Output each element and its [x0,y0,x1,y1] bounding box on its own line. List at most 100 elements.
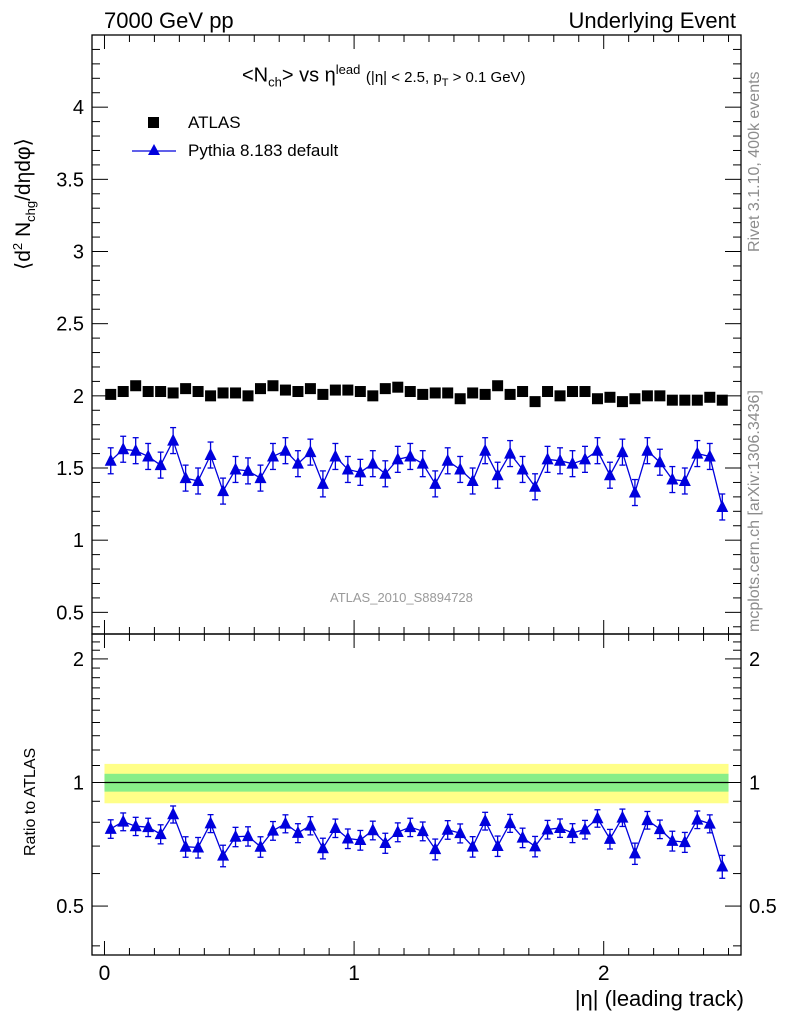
pythia-data-point [229,462,242,475]
pythia-ratio-point [603,831,616,844]
pythia-data-point [167,433,180,446]
atlas-data-point [180,383,192,395]
pythia-ratio-point [516,830,529,843]
pythia-ratio-point [379,836,392,849]
pythia-data-point [179,471,192,484]
atlas-data-point [716,394,728,406]
pythia-data-point [678,474,691,487]
y-tick-label: 4 [73,97,84,119]
pythia-ratio-point [628,846,641,859]
atlas-data-point [442,387,454,399]
y-tick-label: 0.5 [56,602,84,624]
atlas-data-point [367,390,379,402]
rivet-version-label: Rivet 3.1.10, 400k events [746,71,763,252]
pythia-ratio-point [254,839,267,852]
atlas-data-point [392,381,404,393]
pythia-ratio-point [354,833,367,846]
atlas-data-point [304,383,316,395]
pythia-ratio-line [110,812,723,867]
pythia-data-point [204,448,217,461]
atlas-data-point [641,390,653,402]
pythia-data-point [716,499,729,512]
pythia-ratio-point [616,810,629,823]
atlas-data-point [292,386,304,398]
pythia-data-point [441,453,454,466]
atlas-data-point [379,383,391,395]
pythia-ratio-point [266,823,279,836]
pythia-data-point [479,443,492,456]
atlas-data-point [679,394,691,406]
pythia-ratio-point [454,826,467,839]
atlas-data-point [342,384,354,396]
pythia-ratio-point [104,821,117,834]
pythia-ratio-point [566,825,579,838]
pythia-ratio-point [653,822,666,835]
legend-triangle-marker [132,144,176,155]
pythia-data-point [691,446,704,459]
pythia-data-point [154,458,167,471]
pythia-data-point [653,455,666,468]
pythia-ratio-point [179,839,192,852]
pythia-ratio-point [491,838,504,851]
y-tick-label: 2.5 [56,314,84,336]
legend-label-pythia: Pythia 8.183 default [188,141,339,160]
pythia-data-point [192,474,205,487]
atlas-data-point [167,387,179,399]
pythia-data-point [404,449,417,462]
atlas-data-point [704,391,716,403]
pythia-data-point [554,453,567,466]
atlas-data-point [504,388,516,400]
pythia-data-point [454,462,467,475]
pythia-data-point [329,449,342,462]
pythia-ratio-point [429,842,442,855]
pythia-ratio-point [666,833,679,846]
pythia-data-point [616,445,629,458]
y-axis-label-top: ⟨d2 Nchg/dηdφ⟩ [10,138,39,270]
pythia-data-point [666,472,679,485]
pythia-ratio-point [291,825,304,838]
pythia-ratio-point [341,831,354,844]
atlas-data-point [691,394,703,406]
atlas-data-point [616,396,628,408]
pythia-data-point [304,445,317,458]
atlas-data-point [492,380,504,392]
pythia-data-point [566,456,579,469]
pythia-data-point [429,476,442,489]
pythia-data-point [104,453,117,466]
mcplots-reference-label: mcplots.cern.ch [arXiv:1306.3436] [746,390,763,632]
pythia-data-point [578,452,591,465]
pythia-data-point [129,443,142,456]
pythia-data-point [491,468,504,481]
legend-square-marker [148,117,159,128]
pythia-ratio-point [391,825,404,838]
pythia-ratio-point [691,812,704,825]
ratio-y-tick-label-right: 0.5 [749,896,777,918]
pythia-data-point [603,468,616,481]
pythia-data-point [354,465,367,478]
pythia-data-point [504,446,517,459]
atlas-data-point [142,386,154,398]
pythia-data-point [341,462,354,475]
pythia-ratio-point [703,816,716,829]
pythia-ratio-point [416,824,429,837]
atlas-data-point [542,386,554,398]
pythia-data-point [254,471,267,484]
pythia-data-point [591,443,604,456]
pythia-data-point [379,466,392,479]
atlas-data-point [217,387,229,399]
pythia-data-point [217,484,230,497]
pythia-ratio-point [229,829,242,842]
pythia-data-point [391,452,404,465]
pythia-ratio-point [192,840,205,853]
atlas-data-point [666,394,678,406]
ratio-y-tick-label-right: 1 [749,772,760,794]
y-tick-label: 1 [73,530,84,552]
atlas-data-point [554,390,566,402]
pythia-ratio-point [366,823,379,836]
pythia-data-point [628,485,641,498]
x-tick-label: 2 [598,962,610,985]
pythia-ratio-point [304,818,317,831]
pythia-data-point [291,456,304,469]
atlas-data-point [230,387,242,399]
atlas-data-point [529,396,541,408]
